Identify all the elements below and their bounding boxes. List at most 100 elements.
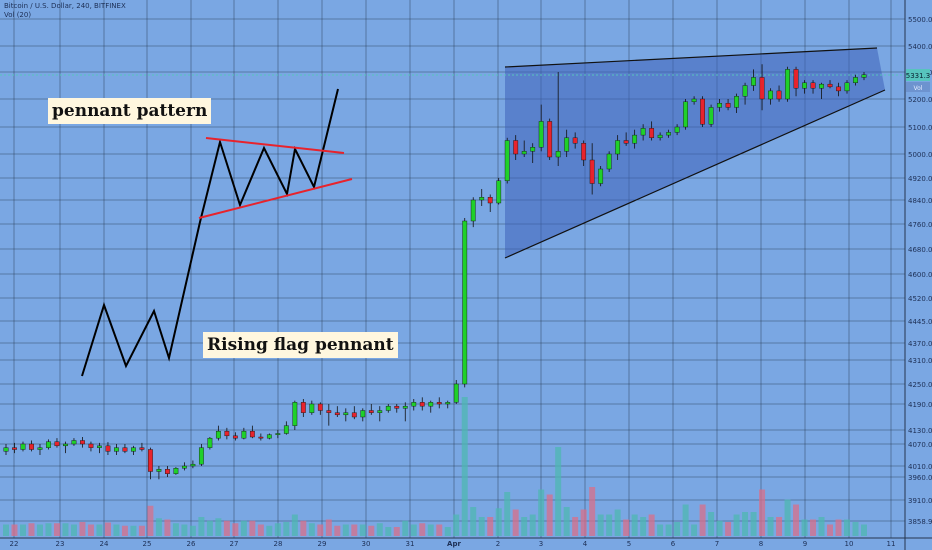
candle-body [640,128,646,136]
volume-bar [147,505,154,536]
volume-bar [589,487,596,536]
price-tick-label: 5100.0 [908,124,932,132]
candle-body [394,405,400,409]
price-tick-label: 4370.0 [908,340,932,348]
candle-body [598,168,604,184]
candle-body [173,468,179,474]
volume-bar [79,522,86,536]
price-axis[interactable]: 3858.9 3910.0 3960.0 4010.0 4070.0 4130.0 4190… [904,0,932,550]
pennant-diagram-path [81,88,339,377]
volume-bar [708,512,715,536]
candle-body [717,102,722,108]
volume-bar [53,523,60,536]
candle-body [445,402,451,405]
volume-bar [614,509,621,536]
volume-bar [818,517,825,536]
price-tick-label: 4445.0 [908,318,932,326]
volume-bar [835,519,842,536]
volume-bar [844,519,851,536]
volume-bar [470,507,477,536]
pennant-pattern-label: pennant pattern [48,98,212,124]
candle-body [470,199,476,222]
time-tick-label: 4 [583,540,588,548]
candle-body [343,412,349,416]
volume-bar [45,523,52,536]
volume-bar [215,518,222,536]
time-tick-label: 10 [845,540,854,548]
chart-legend: Bitcoin / U.S. Dollar, 240, BITFINEX Vol… [4,2,126,20]
volume-bar [385,527,392,536]
price-tick-label: 3858.9 [908,518,932,526]
volume-bar [725,522,732,536]
volume-bar [852,522,859,536]
time-axis[interactable]: 22 23 24 25 26 27 28 29 30 31 Apr 2 3 4 5 6 7 8 9 10 11 [0,537,932,548]
time-tick-label: 3 [539,540,543,548]
candle-body [436,402,442,405]
volume-bar [801,519,808,536]
volume-bar [232,523,239,536]
candle-body [12,447,17,450]
candle-body [657,134,663,139]
candle-body [54,441,60,447]
volume-bar [776,517,783,536]
candle-body [555,151,561,158]
volume-bar [393,527,400,536]
volume-bar [87,524,94,536]
volume-bar [478,517,485,536]
volume-bar [453,514,460,536]
candle-body [496,180,502,204]
volume-bar [181,524,188,536]
candle-body [3,447,9,452]
candle-body [759,77,765,100]
candle-body [751,77,756,86]
price-tick-label: 4600.0 [908,271,932,279]
candle-body [836,86,841,92]
volume-indicator-line: Vol (20) [4,11,32,19]
volume-bar [308,523,315,536]
volume-bar [28,523,35,536]
candle-body [810,82,816,89]
volume-bar [742,512,749,536]
candle-body [148,449,153,472]
candle-body [207,437,213,448]
wedge-upper-trendline [504,47,878,68]
candle-body [105,445,111,452]
price-tick-label: 4520.0 [908,295,932,303]
candle-body [334,412,340,416]
price-tick-label: 5500.0 [908,16,932,24]
volume-bar [691,524,698,536]
price-tick-label: 5200.0 [908,96,932,104]
candle-body [360,410,366,418]
price-tick-label: 4190.0 [908,401,932,409]
volume-bar [113,524,120,536]
volume-bar [436,524,443,536]
volume-bar [504,492,511,536]
candle-body [190,463,196,467]
candle-body [165,469,170,474]
price-tick-label: 4840.0 [908,197,932,205]
pennant-upper-line [205,137,345,154]
candle-body [29,443,34,450]
volume-bar [810,519,817,536]
candle-body [258,436,264,439]
price-tick-label: 4310.0 [908,357,932,365]
candle-body [283,425,289,434]
candle-body [402,405,408,409]
candle-body [615,140,621,155]
candle-body [292,402,298,426]
volume-bar [223,520,230,536]
candle-body [224,430,230,437]
volume-bar [274,523,281,536]
volume-bar [172,523,179,536]
volume-bar [19,524,26,536]
candle-body [139,447,145,450]
candle-body [351,412,357,418]
candle-body [819,83,824,89]
time-tick-label: 9 [803,540,807,548]
volume-bar [155,518,162,536]
candle-body [504,140,510,181]
volume-bar [699,504,706,536]
volume-bar [640,517,647,536]
price-tick-label: 3960.0 [908,474,932,482]
